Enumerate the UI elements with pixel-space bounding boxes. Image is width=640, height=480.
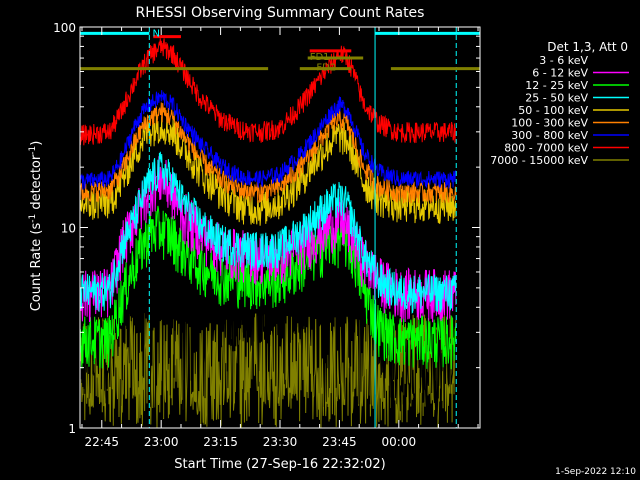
flag-label-fd1: FD1 bbox=[310, 52, 330, 63]
timestamp: 1-Sep-2022 12:10 bbox=[555, 467, 636, 477]
legend-entry-label: 7000 - 15000 keV bbox=[490, 154, 588, 167]
x-tick-label: 22:45 bbox=[84, 435, 119, 449]
series-trace-5 bbox=[80, 111, 457, 226]
legend-entry-label: 25 - 50 keV bbox=[525, 92, 588, 105]
y-tick-label: 100 bbox=[53, 21, 76, 35]
y-axis-label-exp1: -1 bbox=[28, 214, 38, 223]
y-axis-label-exp2: -1 bbox=[28, 146, 38, 155]
series-trace-4 bbox=[80, 151, 457, 314]
x-tick-label: 00:00 bbox=[382, 435, 417, 449]
y-axis-label-mid: detector bbox=[29, 154, 44, 214]
series-trace-6 bbox=[80, 102, 457, 204]
legend-entry-label: 300 - 800 keV bbox=[511, 129, 588, 142]
series-trace-3 bbox=[80, 205, 457, 370]
x-tick-label: 23:45 bbox=[322, 435, 357, 449]
y-axis-label-end: ) bbox=[29, 141, 44, 146]
observing-flags bbox=[80, 27, 480, 428]
chart-title: RHESSI Observing Summary Count Rates bbox=[136, 5, 425, 21]
y-axis-label-main: Count Rate (s bbox=[29, 223, 44, 312]
series-6 bbox=[80, 102, 457, 204]
x-tick-label: 23:30 bbox=[263, 435, 298, 449]
plot-axes: 1 10 100 22:45 23:00 23:15 23:30 23:45 00:00 bbox=[53, 21, 481, 449]
legend-entry-label: 6 - 12 keV bbox=[532, 67, 588, 80]
y-tick-label: 1 bbox=[68, 422, 76, 436]
legend-entry-label: 800 - 7000 keV bbox=[504, 142, 588, 155]
flag-label-fd2: FD2 bbox=[316, 63, 336, 74]
series-trace-8 bbox=[80, 38, 457, 146]
legend-entry-label: 12 - 25 keV bbox=[525, 79, 588, 92]
x-axis-label: Start Time (27-Sep-16 22:32:02) bbox=[174, 457, 385, 472]
x-tick-label: 23:00 bbox=[144, 435, 179, 449]
series-trace-7 bbox=[80, 90, 457, 190]
series-7 bbox=[80, 90, 457, 190]
series-4 bbox=[80, 151, 457, 314]
flag-label-n: N bbox=[152, 28, 159, 39]
legend-entry-label: 3 - 6 keV bbox=[539, 54, 588, 67]
legend-entry-label: 100 - 300 keV bbox=[511, 117, 588, 130]
x-tick-label: 23:15 bbox=[203, 435, 238, 449]
y-axis-label: Count Rate (s-1 detector-1) bbox=[28, 141, 44, 312]
legend-entry-label: 50 - 100 keV bbox=[518, 104, 588, 117]
series-traces bbox=[80, 38, 457, 428]
series-5 bbox=[80, 111, 457, 226]
series-8 bbox=[80, 38, 457, 146]
series-3 bbox=[80, 205, 457, 370]
y-tick-label: 10 bbox=[61, 222, 76, 236]
legend-header: Det 1,3, Att 0 bbox=[547, 40, 628, 54]
